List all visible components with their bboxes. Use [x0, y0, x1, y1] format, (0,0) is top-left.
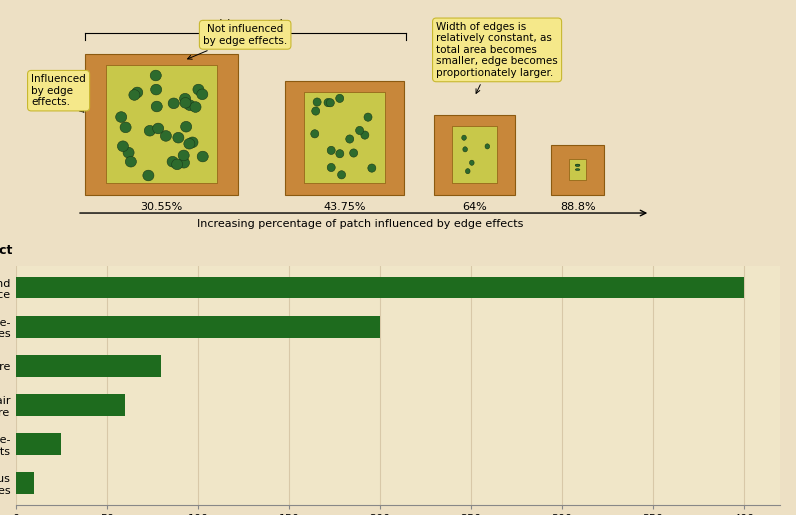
Bar [452, 127, 497, 183]
Ellipse shape [167, 157, 178, 167]
Bar [16, 277, 743, 298]
Bar [16, 472, 34, 494]
Text: Habitat patch: Habitat patch [202, 20, 288, 32]
Ellipse shape [117, 141, 128, 151]
Bar [551, 145, 604, 195]
Text: Edge effect: Edge effect [0, 244, 12, 256]
Ellipse shape [150, 84, 162, 95]
Ellipse shape [576, 169, 579, 170]
Ellipse shape [142, 170, 154, 181]
Ellipse shape [197, 89, 208, 99]
Ellipse shape [184, 139, 195, 149]
Bar [304, 92, 384, 183]
Ellipse shape [470, 160, 474, 165]
Ellipse shape [364, 113, 372, 121]
Ellipse shape [327, 163, 335, 171]
Ellipse shape [153, 123, 164, 134]
Ellipse shape [462, 147, 467, 152]
Ellipse shape [129, 90, 140, 100]
Ellipse shape [336, 94, 344, 102]
Bar [106, 65, 217, 183]
Text: Width of edges is
relatively constant, as
total area becomes
smaller, edge becom: Width of edges is relatively constant, a… [436, 22, 558, 93]
Text: 88.8%: 88.8% [560, 202, 595, 212]
Ellipse shape [131, 87, 142, 98]
Ellipse shape [576, 164, 579, 166]
Text: Not influenced
by edge effects.: Not influenced by edge effects. [188, 24, 287, 59]
Ellipse shape [338, 170, 345, 179]
Bar [16, 433, 61, 455]
Ellipse shape [168, 98, 179, 109]
Ellipse shape [361, 131, 369, 139]
Ellipse shape [310, 130, 318, 138]
Ellipse shape [178, 158, 189, 168]
Ellipse shape [151, 101, 162, 112]
Ellipse shape [312, 107, 320, 115]
Ellipse shape [181, 122, 192, 132]
Ellipse shape [197, 151, 209, 162]
Bar [16, 355, 162, 376]
Ellipse shape [115, 112, 127, 123]
Ellipse shape [324, 98, 332, 107]
Ellipse shape [485, 144, 490, 149]
Ellipse shape [326, 99, 334, 107]
Ellipse shape [150, 70, 162, 81]
Bar [435, 115, 514, 195]
Ellipse shape [313, 98, 321, 106]
Bar [84, 54, 237, 195]
Ellipse shape [123, 147, 134, 158]
Ellipse shape [356, 126, 364, 134]
Ellipse shape [180, 97, 191, 108]
Text: Increasing percentage of patch influenced by edge effects: Increasing percentage of patch influence… [197, 219, 523, 229]
Text: 30.55%: 30.55% [140, 202, 182, 212]
Ellipse shape [173, 132, 184, 143]
Ellipse shape [125, 157, 136, 167]
Ellipse shape [327, 146, 335, 154]
Ellipse shape [120, 122, 131, 133]
Ellipse shape [178, 150, 189, 161]
Ellipse shape [336, 150, 344, 158]
Text: 64%: 64% [462, 202, 487, 212]
Ellipse shape [466, 168, 470, 174]
Ellipse shape [576, 165, 579, 166]
Ellipse shape [193, 84, 204, 95]
Text: 43.75%: 43.75% [323, 202, 365, 212]
Ellipse shape [345, 135, 353, 143]
Ellipse shape [349, 149, 357, 157]
Ellipse shape [368, 164, 376, 172]
Ellipse shape [184, 100, 195, 111]
Ellipse shape [180, 93, 190, 104]
Bar [569, 160, 586, 180]
Bar [16, 394, 125, 416]
Ellipse shape [160, 131, 171, 141]
Ellipse shape [187, 137, 198, 148]
Bar [285, 81, 404, 195]
Ellipse shape [172, 159, 182, 169]
Ellipse shape [462, 135, 466, 140]
Text: Influenced
by edge
effects.: Influenced by edge effects. [31, 74, 86, 112]
Ellipse shape [190, 101, 201, 112]
Bar [16, 316, 380, 337]
Ellipse shape [144, 126, 155, 136]
